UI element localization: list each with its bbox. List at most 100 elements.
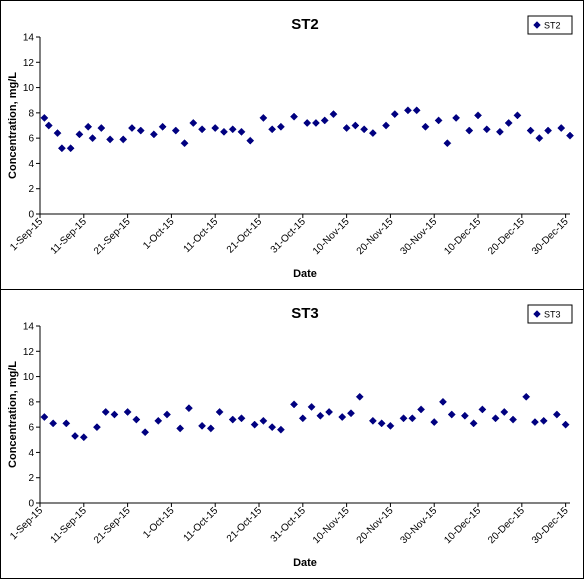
data-point	[88, 134, 97, 143]
data-point	[491, 414, 500, 423]
data-point	[228, 125, 237, 134]
data-point	[228, 415, 237, 424]
x-tick-label: 10-Nov-15	[311, 216, 352, 257]
x-tick-label: 10-Nov-15	[311, 505, 352, 546]
data-point	[79, 433, 88, 442]
data-point	[75, 130, 84, 139]
x-tick-label: 11-Sep-15	[49, 505, 90, 546]
legend-marker	[533, 21, 541, 29]
x-tick-label: 10-Dec-15	[442, 505, 483, 546]
data-point	[176, 424, 185, 433]
x-tick-label: 21-Sep-15	[92, 505, 133, 546]
x-tick-label: 21-Oct-15	[225, 216, 265, 256]
data-point	[101, 408, 110, 416]
data-point	[509, 415, 518, 424]
data-point	[106, 135, 115, 144]
y-tick-label: 8	[28, 108, 34, 119]
data-point	[215, 408, 224, 416]
x-tick-label: 31-Oct-15	[269, 505, 309, 545]
x-tick-label: 11-Oct-15	[182, 505, 221, 544]
chart-st3: ST3 0 2 4 6 8 10 12 14 Concentration, mg/L 1-Sep-1…	[7, 304, 573, 569]
data-point	[355, 392, 364, 401]
data-point	[557, 124, 566, 132]
data-point	[513, 111, 522, 120]
y-tick-label: 0	[28, 499, 34, 510]
y-tick-label: 0	[28, 210, 34, 221]
y-axis-label: Concentration, mg/L	[7, 361, 19, 468]
legend-label: ST2	[544, 21, 561, 31]
data-point	[474, 111, 482, 120]
data-point	[71, 432, 79, 440]
data-point	[439, 397, 447, 406]
data-point	[62, 419, 71, 428]
data-point	[504, 119, 513, 127]
data-point	[430, 418, 439, 427]
y-tick-label: 2	[28, 473, 34, 484]
data-point	[390, 110, 399, 119]
data-point	[544, 126, 553, 135]
chart-panel-st2: ST2 0 2 4 6 8 10 12 14 Concentration, mg/L 1-Sep-1…	[0, 0, 584, 290]
x-tick-label: 20-Dec-15	[486, 505, 527, 546]
data-point	[66, 144, 75, 153]
y-tick-label: 10	[23, 83, 35, 94]
data-point	[460, 411, 469, 420]
x-tick-label: 10-Dec-15	[442, 216, 483, 257]
data-point	[290, 112, 299, 121]
data-point	[250, 420, 259, 429]
x-tick-label: 11-Oct-15	[182, 216, 221, 255]
data-point	[259, 113, 268, 122]
y-tick-label: 4	[28, 448, 34, 459]
data-point	[526, 126, 535, 135]
data-point	[141, 428, 150, 437]
data-point	[417, 405, 426, 414]
data-point	[522, 392, 531, 401]
data-point	[469, 419, 478, 428]
data-point	[347, 409, 355, 418]
y-tick-label: 4	[28, 159, 34, 170]
data-point	[403, 106, 412, 115]
data-point	[220, 127, 228, 136]
data-point	[84, 122, 93, 131]
data-point	[539, 416, 548, 425]
data-point	[443, 139, 452, 148]
data-point	[97, 124, 106, 132]
data-point	[360, 125, 369, 134]
data-point	[132, 415, 141, 424]
data-point	[447, 410, 456, 419]
y-tick-label: 8	[28, 397, 34, 408]
data-point	[434, 116, 443, 125]
data-point	[290, 400, 299, 409]
data-point	[259, 416, 268, 425]
data-point	[386, 421, 395, 430]
legend-box	[527, 15, 573, 35]
y-axis-label: Concentration, mg/L	[7, 72, 19, 179]
data-point	[246, 136, 255, 145]
data-point	[237, 414, 246, 423]
data-point	[268, 423, 277, 432]
legend-marker	[533, 310, 541, 318]
data-point	[465, 126, 474, 135]
data-point	[531, 418, 539, 427]
x-tick-label: 20-Dec-15	[486, 216, 527, 257]
data-point	[276, 425, 285, 434]
chart-title: ST2	[291, 16, 319, 33]
x-tick-label: 21-Sep-15	[92, 216, 133, 257]
legend-box	[527, 304, 573, 324]
data-point	[158, 122, 167, 131]
legend-label: ST3	[544, 310, 561, 320]
data-point	[561, 420, 570, 429]
data-point	[421, 122, 430, 131]
data-point	[154, 416, 163, 425]
data-point	[268, 125, 277, 134]
data-point	[136, 126, 145, 135]
data-point	[237, 127, 246, 136]
y-tick-label: 14	[23, 33, 35, 44]
data-point	[342, 124, 351, 132]
data-point	[92, 423, 101, 432]
x-tick-label: 1-Sep-15	[8, 216, 45, 253]
data-point	[399, 414, 408, 423]
x-tick-label: 21-Oct-15	[225, 505, 265, 545]
x-axis-label: Date	[293, 557, 317, 569]
data-point	[298, 414, 307, 423]
x-tick-label: 31-Oct-15	[269, 216, 309, 256]
